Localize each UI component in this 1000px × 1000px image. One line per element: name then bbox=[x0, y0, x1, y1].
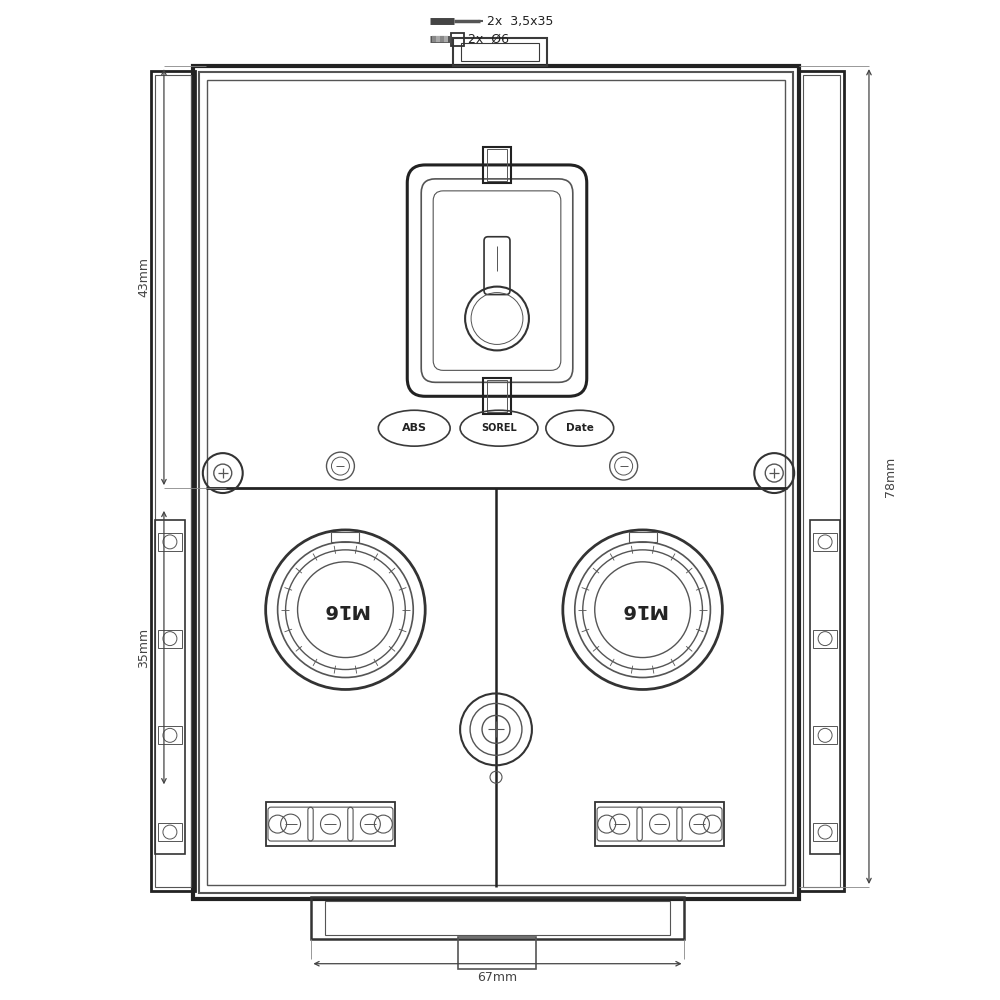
Bar bbox=[158, 533, 182, 551]
Bar bbox=[151, 71, 195, 891]
Bar bbox=[199, 72, 793, 893]
Bar bbox=[155, 75, 191, 887]
Bar bbox=[487, 380, 507, 412]
Bar bbox=[813, 533, 837, 551]
Text: 67mm: 67mm bbox=[477, 971, 518, 984]
Bar bbox=[595, 802, 724, 846]
Bar bbox=[311, 897, 684, 939]
Text: SOREL: SOREL bbox=[481, 423, 517, 433]
Text: Date: Date bbox=[566, 423, 594, 433]
Text: 35mm: 35mm bbox=[137, 628, 150, 668]
Text: M16: M16 bbox=[619, 600, 666, 619]
Bar bbox=[483, 147, 511, 183]
Text: M16: M16 bbox=[322, 600, 369, 619]
Text: 78mm: 78mm bbox=[884, 456, 897, 497]
Bar bbox=[266, 802, 395, 846]
Bar bbox=[207, 80, 785, 885]
Bar bbox=[483, 378, 511, 414]
Bar bbox=[158, 630, 182, 648]
Bar bbox=[458, 937, 536, 969]
Bar bbox=[158, 823, 182, 841]
Bar bbox=[158, 726, 182, 744]
Bar bbox=[331, 532, 359, 542]
Bar bbox=[325, 901, 670, 935]
Bar bbox=[813, 630, 837, 648]
Bar bbox=[451, 33, 464, 46]
Bar bbox=[193, 66, 799, 899]
Bar bbox=[810, 520, 840, 854]
Bar bbox=[487, 149, 507, 181]
Bar bbox=[803, 75, 840, 887]
Bar bbox=[155, 520, 185, 854]
Bar bbox=[813, 726, 837, 744]
Bar bbox=[461, 43, 539, 61]
Text: ABS: ABS bbox=[402, 423, 427, 433]
Bar bbox=[799, 71, 844, 891]
Bar bbox=[629, 532, 657, 542]
Text: 2x  3,5x35: 2x 3,5x35 bbox=[487, 15, 553, 28]
Text: 43mm: 43mm bbox=[137, 257, 150, 297]
Bar bbox=[813, 823, 837, 841]
Text: 2x  Ø6: 2x Ø6 bbox=[468, 33, 509, 46]
Bar bbox=[453, 38, 547, 66]
